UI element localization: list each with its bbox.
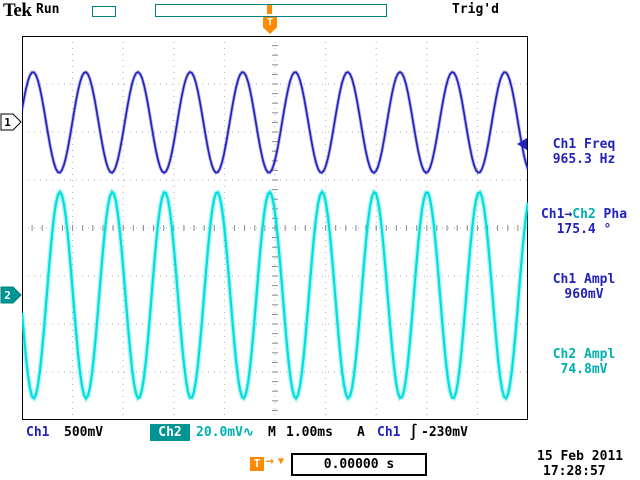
measurement-label: Ch1→Ch2 Pha — [540, 207, 628, 222]
ch1-scale: 500mV — [64, 425, 104, 440]
measurement-ch1-ampl: Ch1 Ampl 960mV — [530, 272, 638, 302]
measurement-label: Ch1 Ampl — [552, 272, 616, 287]
measurement-value: 175.4 ° — [556, 222, 612, 237]
acquisition-icon — [92, 6, 116, 17]
tek-logo: Tek — [3, 0, 32, 21]
ch1-ground-marker: 1 — [0, 113, 22, 131]
readout-bar: Ch1 500mV Ch2 20.0mV∿ M 1.00ms A Ch1 ∫ -… — [0, 423, 640, 442]
ch1-marker-label: 1 — [4, 116, 11, 129]
timebase-label: M — [268, 425, 276, 440]
date-display: 15 Feb 2011 — [537, 449, 624, 464]
measurement-ch1-ch2-phase: Ch1→Ch2 Pha 175.4 ° — [530, 207, 638, 237]
record-view-bar — [155, 4, 387, 17]
graticule-canvas — [19, 35, 531, 421]
measurement-label: Ch1 Freq — [552, 137, 616, 152]
trigger-status: Trig'd — [452, 2, 499, 17]
ch2-scale: 20.0mV∿ — [196, 425, 254, 440]
ch1-trace — [21, 70, 529, 174]
measurement-ch1-freq: Ch1 Freq 965.3 Hz — [530, 137, 638, 167]
delay-arrow-icon: → — [266, 454, 274, 469]
trigger-position-tick — [267, 5, 272, 14]
time-display: 17:28:57 — [543, 464, 606, 479]
measurement-value: 960mV — [564, 287, 604, 302]
ch2-marker-label: 2 — [4, 289, 11, 302]
acquisition-status: Run — [36, 2, 60, 17]
trigger-position-marker: T — [263, 17, 277, 34]
ch2-ground-marker: 2 — [0, 286, 22, 304]
trigger-source: Ch1 — [377, 425, 401, 440]
measurement-value: 965.3 Hz — [552, 152, 616, 167]
graticule — [19, 35, 531, 421]
ch2-coupling-icon: ∿ — [242, 425, 254, 440]
trigger-mode-label: A — [357, 425, 365, 440]
trigger-slope-icon: ∫ — [409, 423, 419, 441]
ch1-readout-label: Ch1 — [26, 425, 50, 440]
measurement-ch2-ampl: Ch2 Ampl 74.8mV — [530, 347, 638, 377]
trigger-level-arrow — [517, 138, 527, 150]
delay-marker-chip: T — [250, 457, 264, 471]
timebase-value: 1.00ms — [286, 425, 333, 440]
measurement-value: 74.8mV — [560, 362, 608, 377]
ch2-trace — [20, 190, 530, 401]
measurement-label: Ch2 Ampl — [552, 347, 616, 362]
delay-readout: 0.00000 s — [291, 453, 427, 476]
trigger-level: -230mV — [421, 425, 468, 440]
ch2-readout-badge: Ch2 — [150, 424, 190, 441]
delay-pointer-icon: ▼ — [278, 456, 285, 467]
